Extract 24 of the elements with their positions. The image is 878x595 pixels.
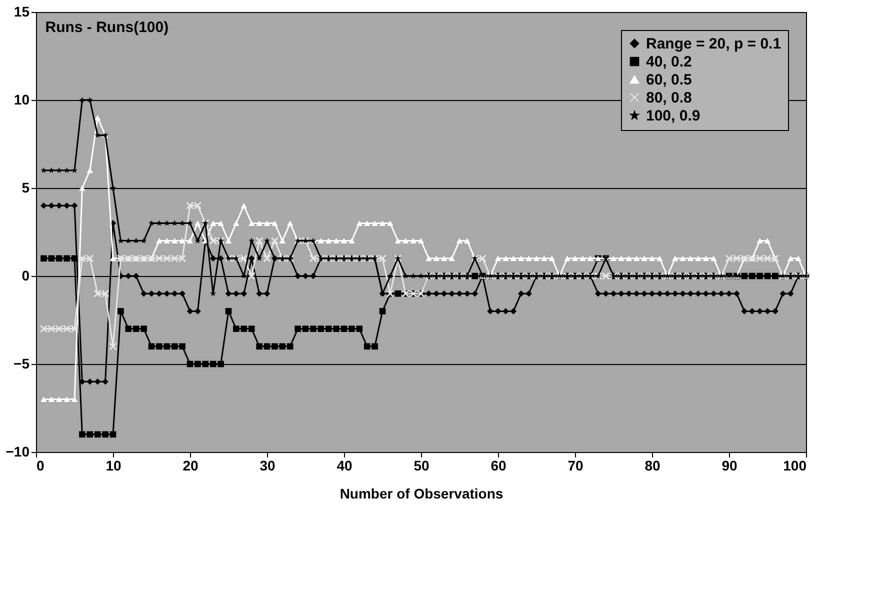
x-tick-label: 90 bbox=[722, 458, 738, 474]
x-tick-label: 80 bbox=[644, 458, 660, 474]
y-tick-label: 0 bbox=[22, 268, 30, 284]
y-tick-label: 5 bbox=[22, 180, 30, 196]
legend-label: 100, 0.9 bbox=[646, 108, 700, 124]
x-tick-label: 100 bbox=[783, 458, 807, 474]
x-tick-label: 0 bbox=[36, 458, 44, 474]
chart-title: Runs - Runs(100) bbox=[45, 19, 169, 36]
x-tick-label: 70 bbox=[568, 458, 584, 474]
x-tick-label: 30 bbox=[260, 458, 276, 474]
x-tick-label: 60 bbox=[490, 458, 506, 474]
legend-label: 80, 0.8 bbox=[646, 90, 692, 106]
y-tick-label: −10 bbox=[6, 444, 30, 460]
x-tick-label: 40 bbox=[336, 458, 352, 474]
legend-label: Range = 20, p = 0.1 bbox=[646, 36, 782, 52]
x-axis-title: Number of Observations bbox=[340, 486, 504, 502]
y-tick-label: −5 bbox=[14, 356, 30, 372]
legend-label: 60, 0.5 bbox=[646, 72, 692, 88]
y-tick-label: 10 bbox=[14, 92, 30, 108]
legend-label: 40, 0.2 bbox=[646, 54, 692, 70]
x-tick-label: 50 bbox=[414, 458, 430, 474]
y-tick-label: 15 bbox=[14, 4, 30, 20]
x-tick-label: 10 bbox=[106, 458, 122, 474]
x-tick-label: 20 bbox=[182, 458, 198, 474]
